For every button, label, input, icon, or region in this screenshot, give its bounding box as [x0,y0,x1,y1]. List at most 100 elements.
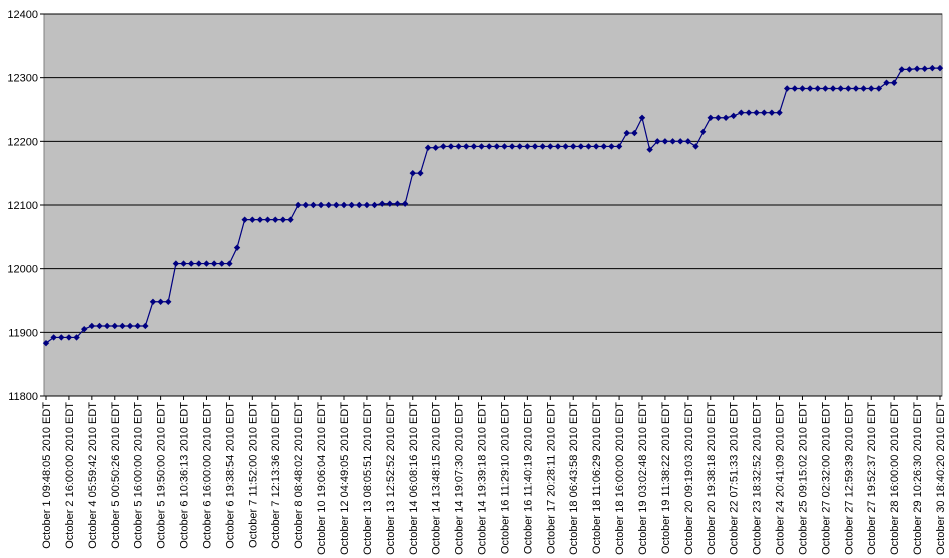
data-point [516,143,523,150]
data-point [111,322,118,330]
data-point [394,200,401,207]
data-point [58,334,65,341]
data-point [432,144,439,151]
x-tick-label: October 27 12:59:39 2010 EDT [843,402,855,555]
data-point [401,200,409,207]
x-tick-label: October 20 09:19:03 2010 EDT [683,402,695,555]
data-point [134,322,141,330]
x-tick-label: October 10 19:06:04 2010 EDT [316,402,328,555]
data-point [65,334,73,341]
data-point [455,143,462,150]
data-point [317,201,325,209]
x-tick-label: October 14 19:39:18 2010 EDT [477,402,489,555]
x-tick-label: October 5 00:50:26 2010 EDT [110,402,122,549]
data-line [45,67,940,344]
y-tick-label: 12000 [7,264,38,276]
data-point [470,143,478,150]
x-tick-label: October 22 07:51:33 2010 EDT [729,402,741,555]
data-point [631,129,638,137]
data-point [356,201,363,209]
data-point [669,138,676,145]
data-point [195,260,203,267]
data-point [913,65,921,72]
data-point [294,201,302,209]
data-point [906,66,913,73]
data-point [776,109,783,116]
x-tick-label: October 27 19:52:37 2010 EDT [866,402,878,555]
data-point [463,143,470,150]
data-point [203,260,210,267]
y-tick-label: 12300 [7,73,38,85]
data-point [868,85,875,92]
data-point [799,85,806,92]
data-point [119,322,126,330]
x-tick-label: October 30 18:40:20 2010 EDT [935,402,947,555]
x-tick-label: October 7 12:13:36 2010 EDT [270,402,282,549]
data-point [73,334,80,341]
data-point [42,339,50,347]
data-point [409,169,416,177]
x-tick-label: October 1 09:48:05 2010 EDT [41,402,53,549]
data-point [615,143,623,150]
y-tick-label: 12200 [7,136,38,148]
x-tick-label: October 2 16:00:00 2010 EDT [64,402,76,549]
y-tick-label: 11800 [8,391,38,403]
data-point [860,85,867,92]
x-tick-label: October 18 16:00:00 2010 EDT [614,402,626,555]
data-point [562,143,569,150]
data-point [88,322,96,330]
data-point [447,143,455,150]
x-tick-label: October 6 16:00:00 2010 EDT [201,402,213,549]
data-point [654,138,661,145]
data-point [264,216,271,223]
x-tick-label: October 29 10:26:30 2010 EDT [912,402,924,555]
y-tick-label: 12400 [7,9,38,21]
data-point [524,143,531,150]
data-point [791,85,799,92]
data-point [210,260,218,267]
x-tick-label: October 6 10:36:13 2010 EDT [179,402,191,549]
data-point [883,79,890,86]
data-point [172,260,180,267]
x-tick-label: October 25 09:15:02 2010 EDT [797,402,809,555]
data-point [241,216,248,223]
data-point [149,298,157,305]
data-point [600,143,607,150]
data-point [570,143,577,150]
data-point [929,64,936,72]
data-point [814,85,821,92]
data-point [837,85,844,92]
data-point [272,216,279,223]
data-point [508,143,516,150]
data-point [768,109,776,116]
data-point [187,260,195,267]
data-point [638,114,646,121]
data-point [142,322,149,330]
x-tick-label: October 23 18:32:52 2010 EDT [752,402,764,555]
data-point [722,114,730,121]
x-tick-label: October 13 12:52:52 2010 EDT [385,402,397,555]
x-tick-label: October 6 19:38:54 2010 EDT [224,402,236,549]
x-tick-label: October 8 08:48:02 2010 EDT [293,402,305,549]
x-tick-label: October 19 03:02:48 2010 EDT [637,402,649,555]
x-tick-label: October 28 16:00:00 2010 EDT [889,402,901,555]
data-point [692,143,699,150]
y-tick-label: 12100 [7,200,38,212]
data-point [623,129,630,137]
data-point [707,114,714,121]
data-point [180,260,187,267]
data-point [547,143,554,150]
data-point [875,85,883,92]
data-point [440,143,447,150]
data-point [226,260,233,267]
x-tick-label: October 27 02:32:00 2010 EDT [820,402,832,555]
data-point [386,200,394,207]
data-point [50,334,57,341]
data-point [279,216,287,223]
x-tick-label: October 13 08:05:51 2010 EDT [362,402,374,555]
data-point [126,322,134,330]
data-point [715,114,722,121]
data-point [554,143,562,150]
data-point [592,143,600,150]
